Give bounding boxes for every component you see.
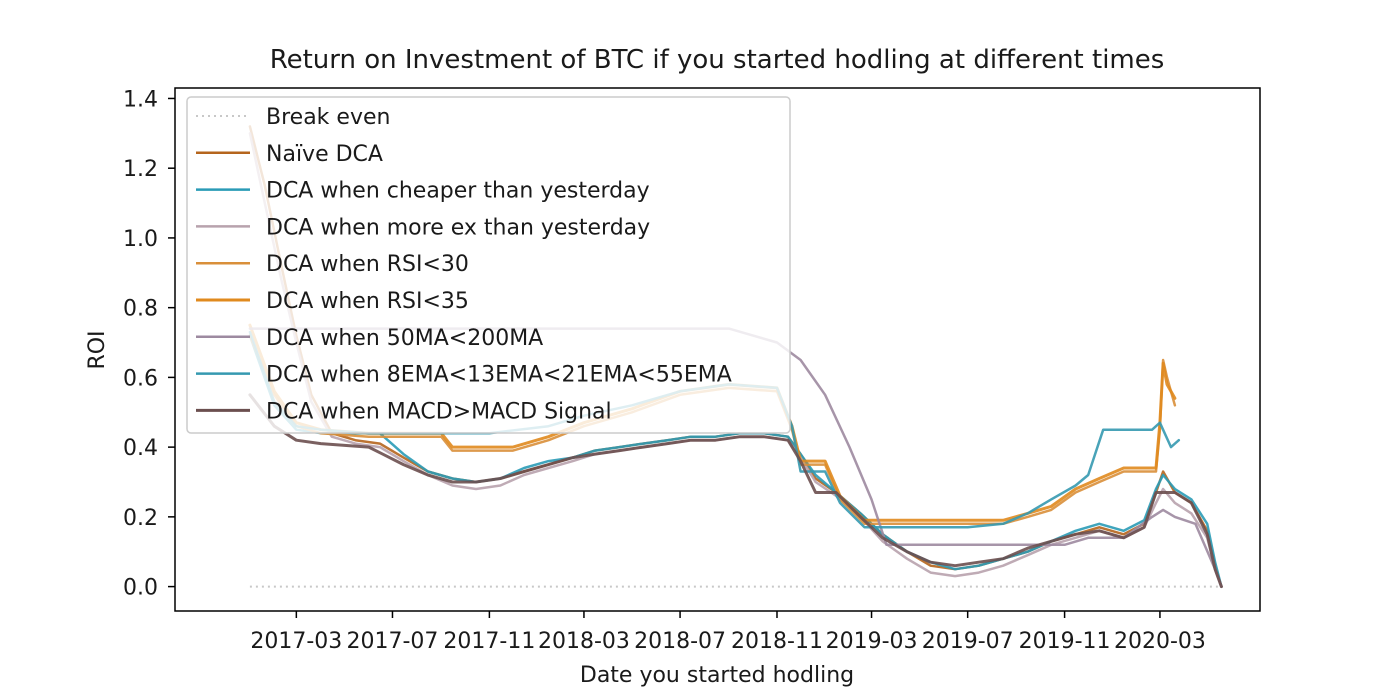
legend-label-dca-when-macd-macd-signal: DCA when MACD>MACD Signal bbox=[266, 399, 612, 424]
y-tick-label: 1.4 bbox=[123, 87, 158, 112]
legend-label-dca-when-rsi-30: DCA when RSI<30 bbox=[266, 252, 469, 277]
legend-box bbox=[186, 96, 791, 434]
plot-frame bbox=[174, 87, 1261, 612]
y-tick-label: 1.2 bbox=[123, 157, 158, 182]
chart-title: Return on Investment of BTC if you start… bbox=[270, 45, 1165, 75]
y-tick-label: 0.0 bbox=[123, 576, 158, 601]
y-axis-title: ROI bbox=[85, 330, 110, 369]
series-line-dca-when-macd-macd-signal bbox=[248, 393, 1223, 589]
legend-label-dca-when-8ema-13ema-21ema-55ema: DCA when 8EMA<13EMA<21EMA<55EMA bbox=[266, 363, 732, 388]
x-tick-label: 2017-11 bbox=[443, 629, 535, 654]
x-tick-label: 2018-07 bbox=[634, 629, 726, 654]
x-tick-label: 2019-11 bbox=[1019, 629, 1111, 654]
x-tick-label: 2020-03 bbox=[1114, 629, 1206, 654]
y-tick-label: 0.8 bbox=[123, 297, 158, 322]
legend-label-break-even: Break even bbox=[266, 105, 390, 130]
x-tick-label: 2017-07 bbox=[347, 629, 439, 654]
legend: Break even Naïve DCA DCA when cheaper than… bbox=[186, 96, 791, 434]
legend-label-dca-when-rsi-35: DCA when RSI<35 bbox=[266, 289, 469, 314]
legend-label-dca-when-more-ex-than-yesterday: DCA when more ex than yesterday bbox=[266, 215, 650, 240]
x-tick-label: 2018-11 bbox=[731, 629, 823, 654]
x-tick-label: 2018-03 bbox=[538, 629, 630, 654]
legend-label-na-ve-dca: Naïve DCA bbox=[266, 142, 383, 167]
x-tick-label: 2019-03 bbox=[826, 629, 918, 654]
x-axis: 2017-03 2017-07 2017-11 2018-03 2018-07 2018-… bbox=[250, 611, 1206, 654]
y-tick-label: 1.0 bbox=[123, 227, 158, 252]
series-line-dca-when-cheaper-than-yesterday bbox=[248, 334, 1223, 588]
y-tick-label: 0.6 bbox=[123, 366, 158, 391]
series-line-dca-when-rsi-30 bbox=[248, 334, 1177, 526]
y-tick-label: 0.2 bbox=[123, 506, 158, 531]
y-tick-label: 0.4 bbox=[123, 436, 158, 461]
x-tick-label: 2019-07 bbox=[922, 629, 1014, 654]
x-tick-label: 2017-03 bbox=[250, 629, 342, 654]
y-axis: 0.0 0.2 0.4 0.6 0.8 1.0 1.2 1.4 bbox=[123, 87, 175, 601]
x-axis-title: Date you started hodling bbox=[580, 663, 854, 688]
legend-label-dca-when-50ma-200ma: DCA when 50MA<200MA bbox=[266, 326, 543, 351]
legend-label-dca-when-cheaper-than-yesterday: DCA when cheaper than yesterday bbox=[266, 179, 650, 204]
